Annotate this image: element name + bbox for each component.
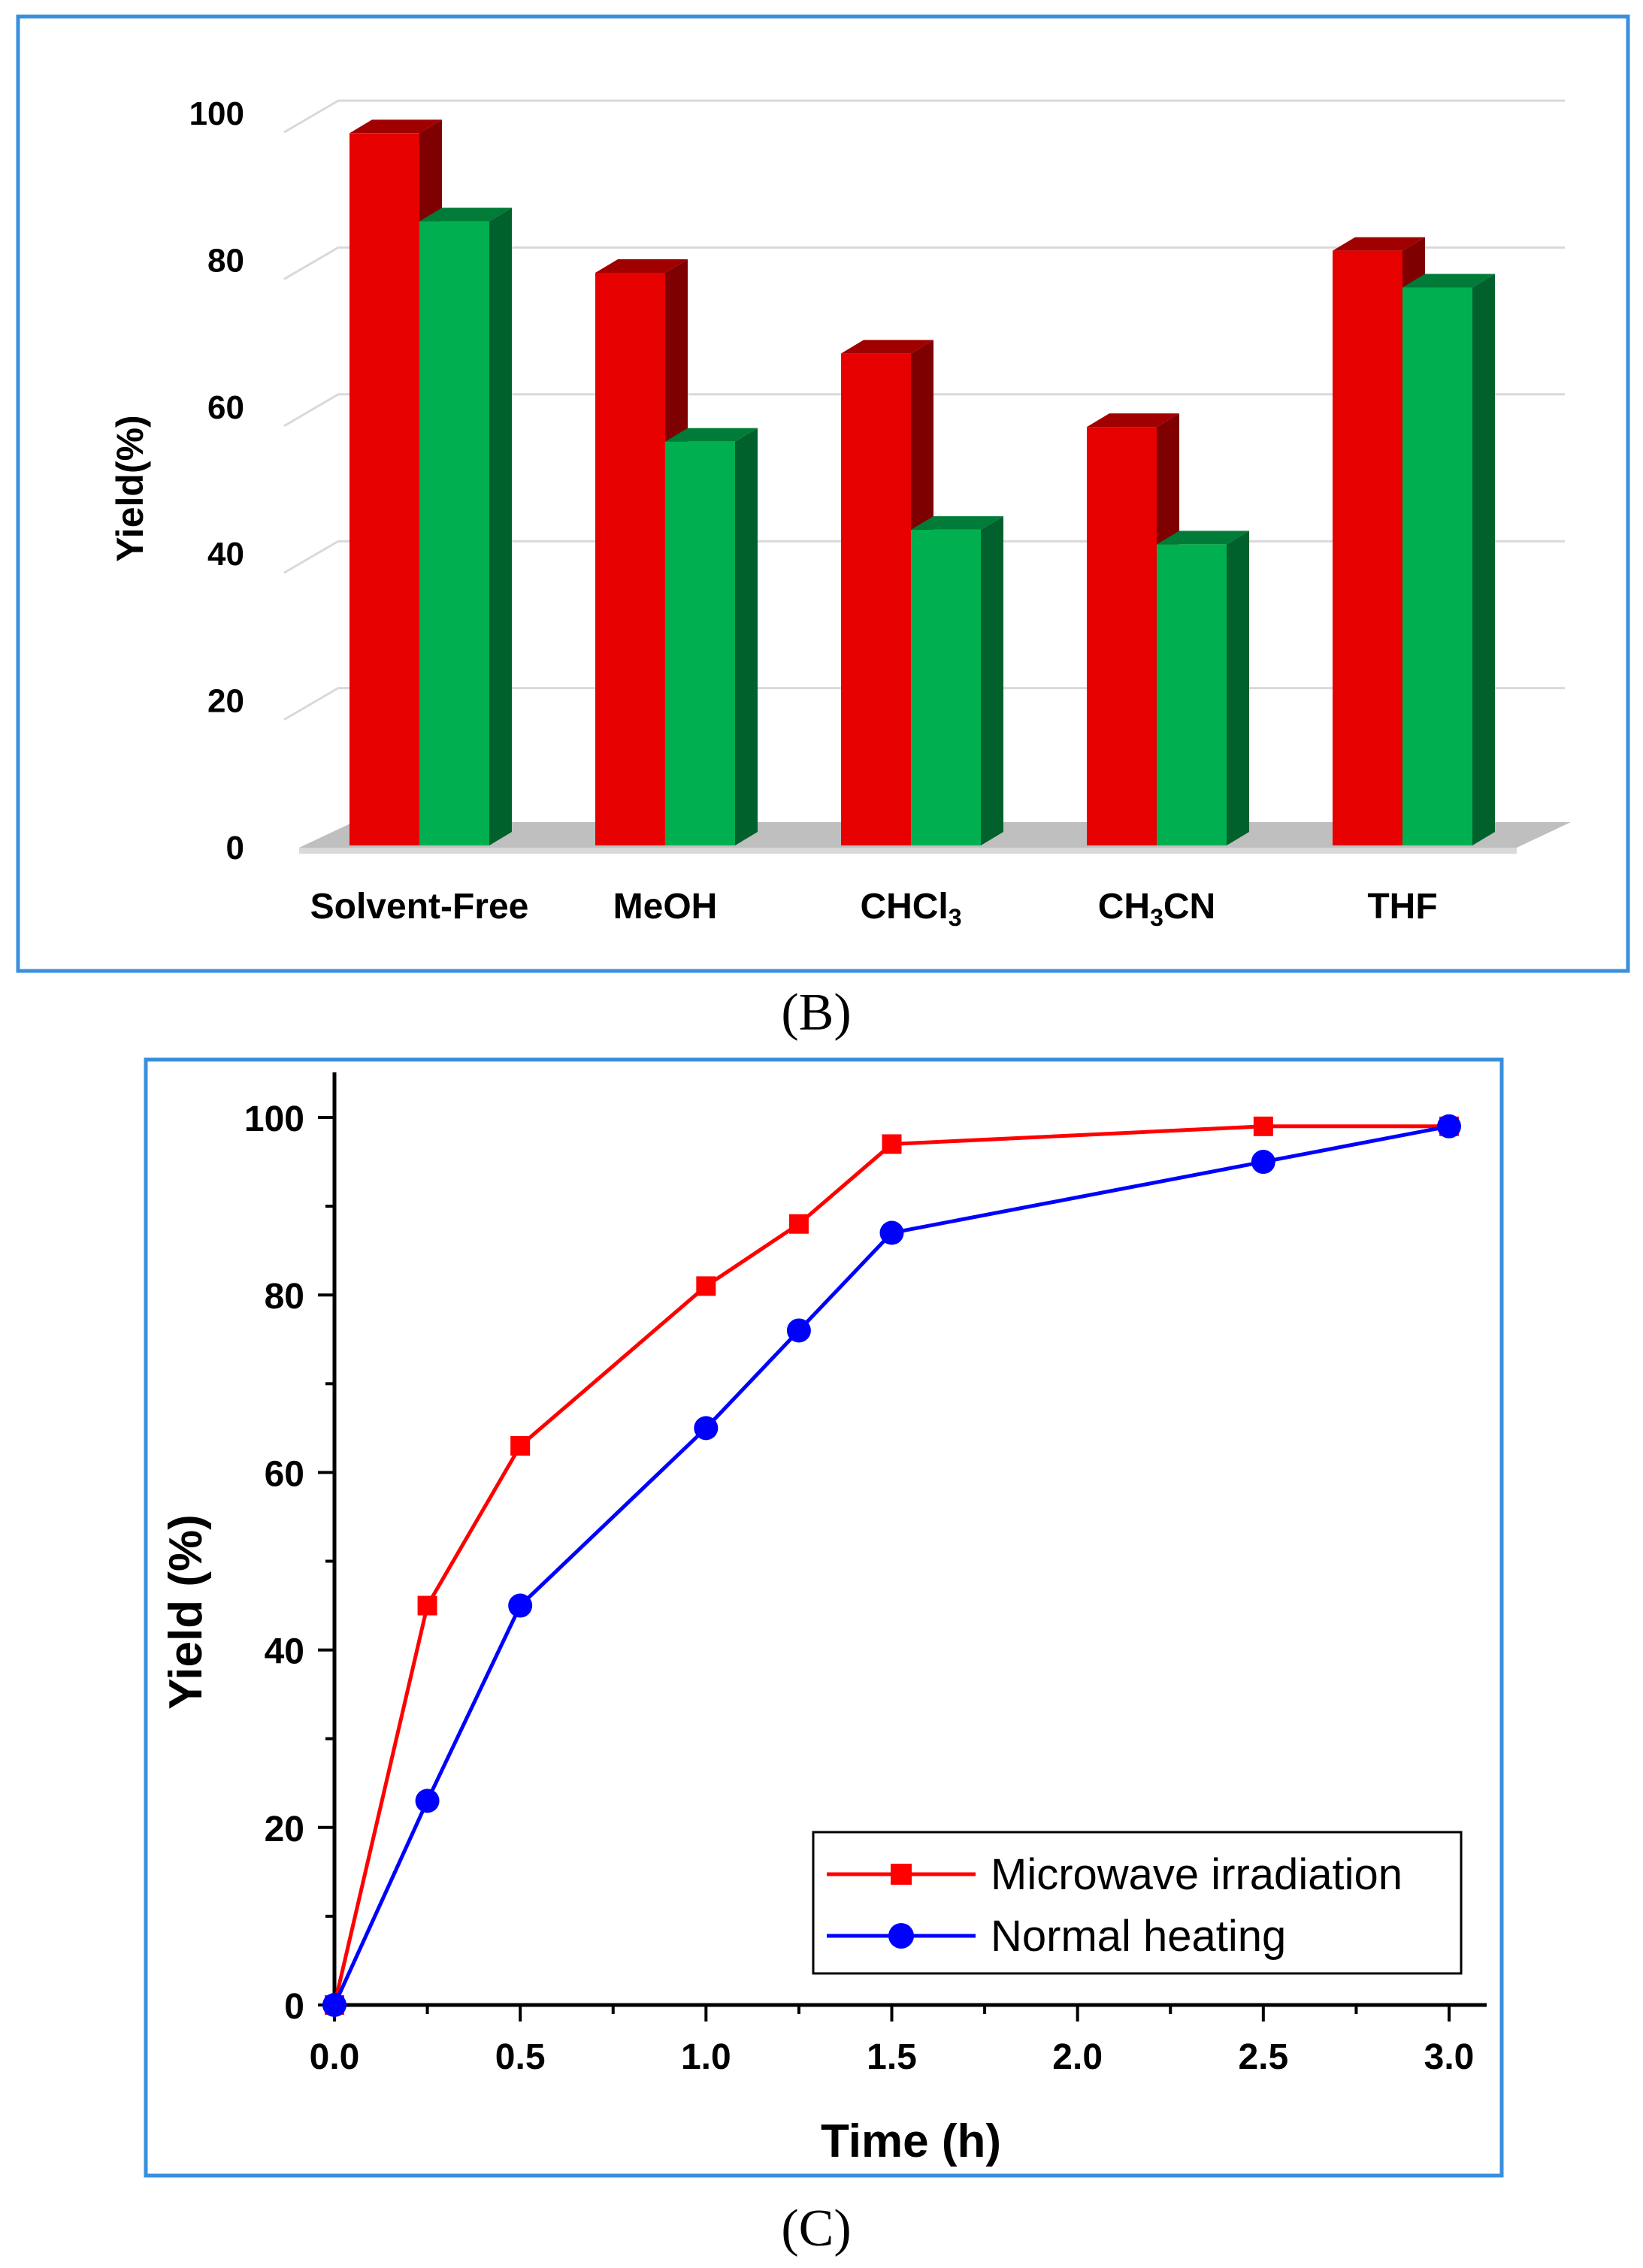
bar-chart-x-ticks: Solvent-Free MeOH CHCl3 CH3CN THF — [310, 887, 1438, 931]
bar-top — [1402, 274, 1495, 288]
data-point — [694, 1416, 719, 1441]
y-tick-label: 40 — [207, 536, 244, 573]
x-tick-label: 0.5 — [495, 2037, 546, 2077]
data-point — [1253, 1116, 1273, 1136]
line-chart-frame — [144, 1057, 1504, 2178]
line-chart-x-axis-label: Time (h) — [821, 2115, 1001, 2167]
bar-top — [349, 119, 442, 134]
y-tick-label: 80 — [207, 242, 244, 279]
panel-label-c: (C) — [781, 2200, 851, 2257]
y-tick-label: 20 — [207, 683, 244, 720]
x-tick-label: 1.0 — [681, 2037, 731, 2077]
bar-top — [665, 428, 758, 442]
bar-top — [841, 340, 933, 354]
y-tick-label: 0 — [226, 830, 244, 866]
x-tick-label: 2.0 — [1052, 2037, 1103, 2077]
bar-front — [419, 221, 489, 845]
bar — [1157, 531, 1249, 845]
gridline — [283, 393, 1565, 428]
data-point — [415, 1789, 440, 1813]
data-point — [510, 1435, 531, 1456]
data-point — [879, 1220, 904, 1245]
x-tick-label: 3.0 — [1424, 2037, 1475, 2077]
bar-side — [1472, 274, 1495, 846]
line-chart-x-ticks: 0.0 0.5 1.0 1.5 2.0 2.5 3.0 — [310, 2037, 1475, 2077]
x-tick-label: MeOH — [613, 887, 718, 927]
legend-label: Microwave irradiation — [991, 1850, 1402, 1899]
legend-marker — [888, 1923, 914, 1949]
bar-chart-y-axis-label: Yield(%) — [109, 415, 151, 561]
bar-top — [1157, 531, 1249, 545]
bar — [665, 428, 758, 845]
bar-side — [1227, 531, 1249, 845]
legend-label: Normal heating — [991, 1912, 1286, 1961]
line-chart-y-ticks: 0 20 40 60 80 100 — [244, 1099, 304, 2027]
legend-marker — [891, 1864, 912, 1885]
legend-item-microwave: Microwave irradiation — [827, 1850, 1402, 1899]
series-line — [332, 1124, 1449, 2006]
line-chart-panel: 0.0 0.5 1.0 1.5 2.0 2.5 3.0 0 20 40 60 80 100 Time … — [144, 1057, 1504, 2178]
data-point — [1437, 1114, 1461, 1139]
bar — [419, 207, 512, 845]
y-tick-label: 40 — [265, 1632, 304, 1672]
y-tick-label: 100 — [189, 95, 244, 132]
data-point — [882, 1134, 902, 1154]
bar — [911, 516, 1003, 845]
x-tick-label: Solvent-Free — [310, 887, 529, 927]
bar-top — [419, 207, 512, 222]
data-point — [1251, 1150, 1275, 1175]
bar-side — [981, 516, 1003, 845]
series-line — [332, 1124, 1450, 2006]
data-point — [788, 1214, 809, 1234]
legend-item-normal-heating: Normal heating — [827, 1912, 1286, 1961]
gridline — [283, 246, 1565, 280]
x-tick-label: 1.5 — [867, 2037, 917, 2077]
bar-top — [1087, 413, 1179, 428]
x-tick-label: THF — [1367, 887, 1437, 927]
y-tick-label: 100 — [244, 1099, 304, 1139]
y-tick-label: 20 — [265, 1810, 304, 1849]
line-chart-y-axis-label: Yield (%) — [160, 1514, 212, 1710]
bar-front — [1333, 250, 1402, 845]
bar-side — [489, 207, 512, 845]
bar-front — [1157, 544, 1227, 845]
bar-front — [911, 529, 981, 845]
data-point — [786, 1318, 811, 1343]
bar-chart-y-ticks: 0 20 40 60 80 100 — [189, 95, 244, 866]
bar-chart-bars — [349, 119, 1495, 846]
line-chart-axes — [318, 1072, 1487, 2022]
y-tick-label: 60 — [207, 389, 244, 426]
bar-top — [595, 259, 688, 273]
x-tick-label: 0.0 — [310, 2037, 360, 2077]
bar-side — [735, 428, 758, 845]
legend-box — [812, 1831, 1463, 1975]
bar-top — [1333, 237, 1425, 251]
y-tick-label: 80 — [265, 1277, 304, 1317]
x-tick-label: 2.5 — [1238, 2037, 1288, 2077]
data-point — [417, 1595, 437, 1616]
line-chart-legend: Microwave irradiation Normal heating — [812, 1831, 1463, 1975]
y-tick-label: 60 — [265, 1454, 304, 1494]
series-circle — [322, 1114, 1461, 2017]
bar-front — [665, 441, 735, 845]
data-point — [322, 1993, 346, 2017]
data-point — [508, 1593, 533, 1618]
gridline — [283, 99, 1565, 134]
panel-label-b: (B) — [781, 984, 851, 1042]
bar-front — [841, 353, 911, 845]
bar-front — [1087, 427, 1157, 845]
floor-edge — [299, 848, 1517, 854]
x-tick-label: CHCl3 — [860, 887, 961, 931]
bar-front — [349, 133, 419, 845]
y-tick-label: 0 — [284, 1987, 304, 2027]
bar-front — [1402, 287, 1472, 846]
bar-top — [911, 516, 1003, 530]
bar — [1402, 274, 1495, 846]
bar-front — [595, 272, 665, 845]
data-point — [696, 1276, 716, 1296]
line-chart-series — [322, 1114, 1461, 2017]
